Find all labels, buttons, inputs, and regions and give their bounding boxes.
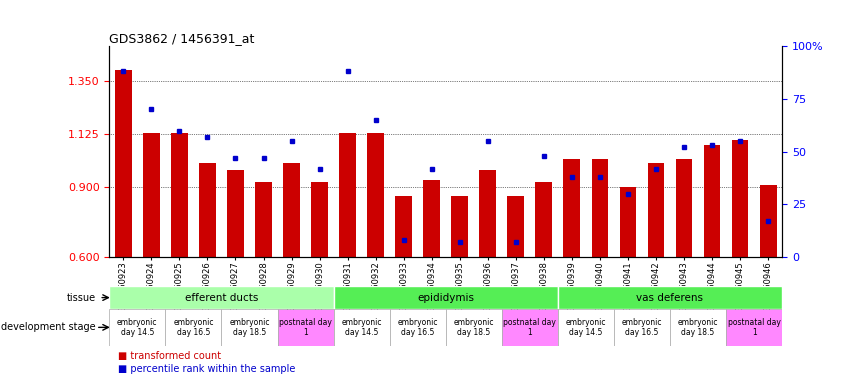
Bar — [591, 159, 608, 257]
Bar — [452, 196, 468, 257]
Bar — [171, 133, 188, 257]
Bar — [558, 309, 614, 346]
Bar — [311, 182, 328, 257]
Bar — [479, 170, 496, 257]
Text: embryonic
day 18.5: embryonic day 18.5 — [230, 318, 270, 337]
Text: embryonic
day 16.5: embryonic day 16.5 — [621, 318, 662, 337]
Text: postnatal day
1: postnatal day 1 — [279, 318, 332, 337]
Text: embryonic
day 18.5: embryonic day 18.5 — [678, 318, 718, 337]
Text: ■ transformed count: ■ transformed count — [118, 351, 221, 361]
Text: embryonic
day 18.5: embryonic day 18.5 — [453, 318, 494, 337]
Bar — [109, 286, 334, 309]
Bar — [395, 196, 412, 257]
Text: embryonic
day 16.5: embryonic day 16.5 — [173, 318, 214, 337]
Bar — [255, 182, 272, 257]
Bar — [620, 187, 637, 257]
Text: embryonic
day 14.5: embryonic day 14.5 — [566, 318, 606, 337]
Bar — [732, 140, 748, 257]
Bar — [759, 185, 776, 257]
Bar — [115, 70, 132, 257]
Text: ■ percentile rank within the sample: ■ percentile rank within the sample — [118, 364, 295, 374]
Text: postnatal day
1: postnatal day 1 — [727, 318, 780, 337]
Bar — [166, 309, 221, 346]
Text: epididymis: epididymis — [417, 293, 474, 303]
Bar — [283, 164, 300, 257]
Bar — [227, 170, 244, 257]
Bar — [423, 180, 440, 257]
Bar — [614, 309, 670, 346]
Bar — [389, 309, 446, 346]
Text: development stage: development stage — [1, 322, 96, 333]
Text: postnatal day
1: postnatal day 1 — [504, 318, 556, 337]
Bar — [536, 182, 553, 257]
Text: efferent ducts: efferent ducts — [185, 293, 258, 303]
Bar — [143, 133, 160, 257]
Text: embryonic
day 14.5: embryonic day 14.5 — [117, 318, 157, 337]
Bar — [334, 286, 558, 309]
Bar — [670, 309, 726, 346]
Bar — [368, 133, 384, 257]
Bar — [704, 145, 721, 257]
Text: embryonic
day 16.5: embryonic day 16.5 — [398, 318, 438, 337]
Bar — [278, 309, 334, 346]
Bar — [507, 196, 524, 257]
Bar — [199, 164, 216, 257]
Bar — [339, 133, 356, 257]
Bar — [675, 159, 692, 257]
Text: GDS3862 / 1456391_at: GDS3862 / 1456391_at — [109, 32, 255, 45]
Bar — [563, 159, 580, 257]
Text: vas deferens: vas deferens — [637, 293, 704, 303]
Bar — [334, 309, 389, 346]
Bar — [109, 309, 166, 346]
Text: tissue: tissue — [66, 293, 96, 303]
Bar — [221, 309, 278, 346]
Text: embryonic
day 14.5: embryonic day 14.5 — [341, 318, 382, 337]
Bar — [446, 309, 502, 346]
Bar — [648, 164, 664, 257]
Bar — [502, 309, 558, 346]
Bar — [558, 286, 782, 309]
Bar — [726, 309, 782, 346]
